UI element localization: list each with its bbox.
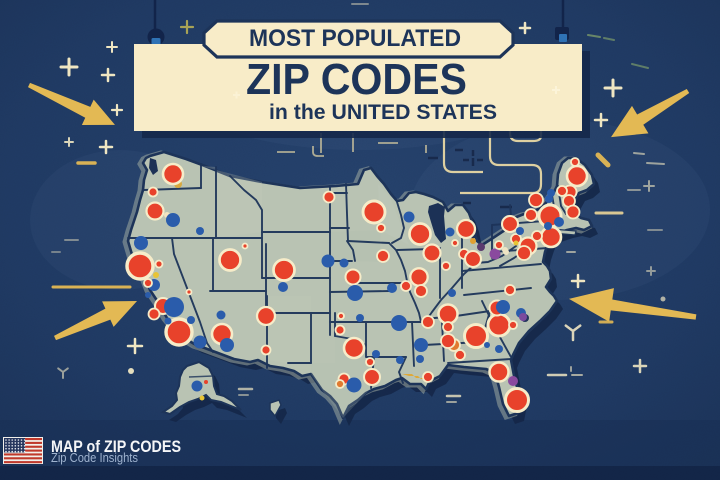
svg-text:Zip Code Insights: Zip Code Insights	[51, 451, 138, 465]
svg-text:in the UNITED STATES: in the UNITED STATES	[269, 100, 497, 124]
svg-text:MOST POPULATED: MOST POPULATED	[249, 25, 461, 52]
svg-text:MAP of ZIP CODES: MAP of ZIP CODES	[51, 438, 181, 456]
svg-text:ZIP CODES: ZIP CODES	[246, 56, 467, 104]
